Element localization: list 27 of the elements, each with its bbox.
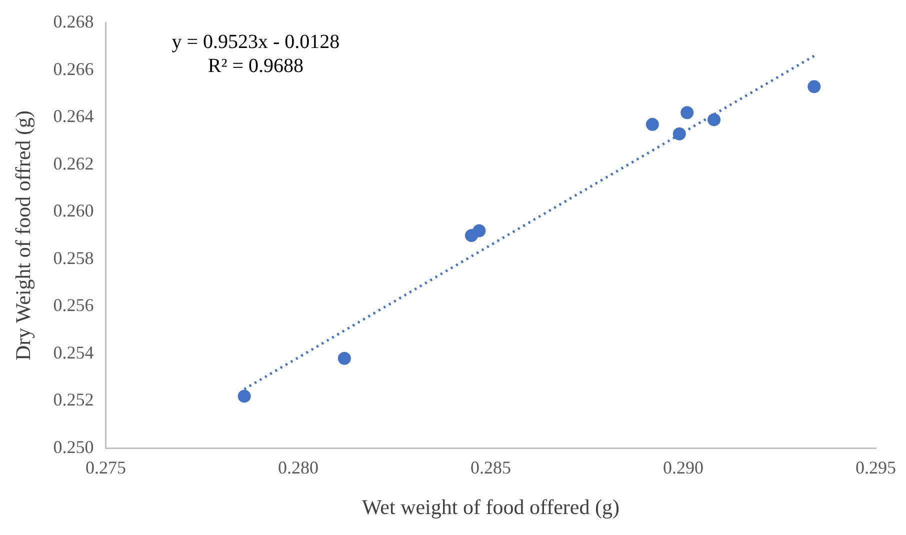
x-tick-label: 0.290	[662, 458, 704, 478]
y-tick-label: 0.262	[53, 153, 94, 174]
y-tick-label: 0.268	[53, 12, 94, 32]
y-tick-label: 0.260	[53, 200, 94, 221]
y-tick-label: 0.256	[53, 295, 94, 316]
x-tick-label: 0.280	[278, 458, 318, 478]
annotation: R² = 0.9688	[208, 55, 304, 78]
y-tick-label: 0.264	[53, 106, 94, 126]
y-axis-title: Dry Weight of food offred (g)	[11, 110, 36, 361]
point	[708, 113, 721, 126]
x-tick-label: 0.275	[85, 458, 126, 478]
annotation: y = 0.9523x - 0.0128	[172, 31, 340, 54]
point	[808, 80, 821, 94]
point	[338, 352, 351, 365]
y-tick-label: 0.258	[53, 248, 94, 268]
x-tick-label: 0.285	[470, 458, 511, 478]
y-tick-label: 0.250	[53, 436, 94, 457]
x-axis-title: Wet weight of food offered (g)	[362, 494, 620, 519]
y-tick-label: 0.266	[53, 58, 94, 79]
x-tick-label: 0.295	[856, 458, 896, 478]
y-tick-label: 0.254	[53, 342, 94, 362]
y-tick-label: 0.252	[53, 390, 94, 410]
point	[472, 224, 486, 238]
point	[646, 118, 659, 131]
point	[680, 106, 694, 120]
point	[238, 390, 251, 403]
point	[672, 127, 686, 140]
